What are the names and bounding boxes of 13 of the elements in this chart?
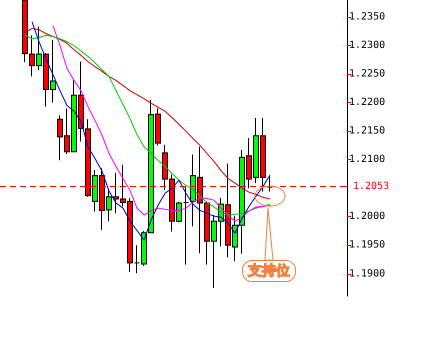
- y-tick-label: 1.2150: [349, 126, 386, 137]
- line-series: [32, 21, 270, 241]
- y-tick-label: 1.2350: [349, 12, 386, 23]
- ref-line-label: 1.2053: [353, 180, 390, 192]
- y-tick-label: 1.1900: [349, 268, 386, 280]
- y-tick-label: 1.2200: [349, 97, 386, 108]
- y-tick-label: 1.2000: [349, 211, 386, 222]
- candlestick: [267, 175, 273, 192]
- y-tick-label: 1.2100: [349, 154, 386, 166]
- y-tick-label: 1.2300: [349, 40, 386, 52]
- y-tick-label: 1.1950: [349, 240, 386, 251]
- y-tick-label: 1.2250: [349, 68, 386, 80]
- annotation: 支持位: [242, 260, 296, 282]
